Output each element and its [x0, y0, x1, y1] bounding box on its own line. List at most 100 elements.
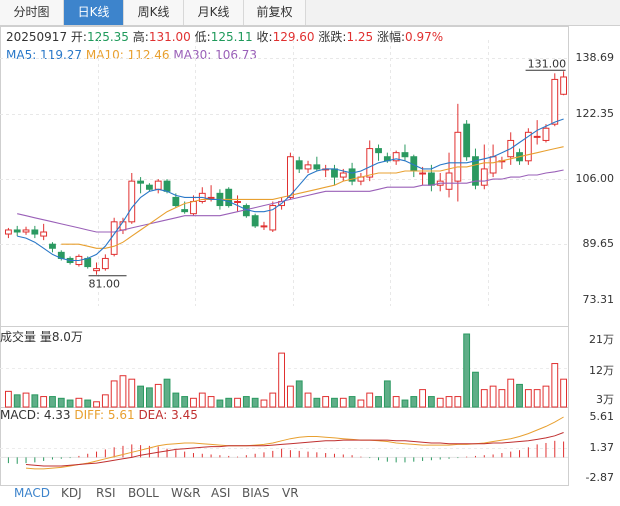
macd-tick: 1.37	[589, 441, 615, 454]
volume-bar	[31, 394, 39, 408]
volume-bar	[13, 394, 21, 408]
max-price-label: 131.00	[528, 57, 567, 70]
ma10-legend: MA10: 112.46	[85, 48, 170, 62]
indicator-vr[interactable]: VR	[282, 486, 299, 500]
volume-bar	[331, 397, 338, 408]
price-tick: 122.35	[575, 107, 615, 120]
volume-bar	[198, 392, 206, 408]
volume-bar	[22, 392, 30, 408]
price-tick: 106.00	[575, 172, 615, 185]
candle-body	[560, 76, 568, 95]
indicator-wr[interactable]: W&R	[171, 486, 201, 500]
candle-body	[392, 152, 400, 162]
volume-bar	[172, 392, 180, 408]
open-label: 开:	[70, 30, 87, 44]
low-value: 125.11	[210, 30, 253, 44]
candle-body	[110, 221, 118, 255]
tab-weekly-k[interactable]: 周K线	[124, 0, 184, 25]
volume-bar	[75, 397, 83, 408]
candle-body	[181, 209, 189, 213]
volume-bar	[489, 385, 497, 408]
tab-monthly-k[interactable]: 月K线	[184, 0, 244, 25]
candle-body	[463, 123, 471, 158]
min-price-label: 81.00	[89, 278, 121, 291]
volume-bar	[269, 392, 277, 408]
volume-bar	[66, 399, 74, 408]
macd-tick: -2.87	[585, 471, 614, 484]
indicator-boll[interactable]: BOLL	[128, 486, 159, 500]
volume-bar	[154, 383, 162, 408]
indicator-bias[interactable]: BIAS	[242, 486, 270, 500]
candle-body	[31, 229, 39, 235]
volume-bar	[84, 399, 92, 408]
candle-body	[542, 127, 550, 141]
candle-body	[172, 196, 180, 207]
indicator-macd[interactable]: MACD	[14, 486, 50, 500]
candle-body	[128, 180, 136, 223]
candle-body	[348, 168, 356, 182]
volume-bar	[410, 396, 418, 408]
open-value: 125.35	[86, 30, 129, 44]
candle-body	[375, 148, 382, 154]
volume-bar	[40, 396, 48, 408]
candle-body	[207, 196, 215, 199]
volume-bar	[383, 380, 391, 408]
volume-tick: 12万	[589, 364, 614, 377]
volume-bar	[524, 389, 532, 408]
candle-body	[533, 135, 541, 138]
volume-bar	[366, 392, 374, 408]
volume-bar	[445, 396, 453, 408]
volume-bar	[339, 397, 347, 408]
tab-timeshare[interactable]: 分时图	[0, 0, 64, 25]
candle-body	[445, 172, 453, 190]
candle-body	[427, 172, 435, 186]
indicator-rsi[interactable]: RSI	[96, 486, 116, 500]
volume-bar	[251, 397, 259, 408]
volume-label: 成交量 量8.0万	[0, 330, 83, 344]
candle-body	[4, 229, 12, 235]
close-value: 129.60	[272, 30, 315, 44]
candle-body	[260, 225, 268, 228]
candle-body	[40, 231, 48, 237]
volume-bar	[225, 397, 233, 408]
price-tick: 138.69	[575, 51, 615, 64]
volume-bar	[216, 399, 224, 408]
volume-tick: 21万	[589, 333, 614, 346]
pct-label: 涨幅:	[377, 30, 406, 44]
candle-body	[163, 180, 171, 192]
volume-bar	[242, 396, 250, 408]
volume-bar	[348, 396, 356, 408]
candle-body	[304, 164, 312, 170]
candle-body	[331, 168, 338, 178]
high-label: 高:	[132, 30, 149, 44]
candle-body	[286, 156, 294, 198]
volume-bar	[119, 375, 127, 408]
candle-body	[84, 257, 92, 268]
macd-tick: 5.61	[589, 410, 615, 423]
candle-body	[137, 180, 145, 184]
price-tick: 73.31	[582, 293, 615, 306]
volume-bar	[57, 397, 65, 408]
volume-bar	[427, 396, 435, 408]
volume-bar	[560, 378, 568, 408]
candle-body	[454, 131, 462, 182]
indicator-kdj[interactable]: KDJ	[61, 486, 82, 500]
volume-bar	[472, 371, 479, 408]
volume-bar	[145, 387, 153, 408]
change-label: 涨跌:	[318, 30, 347, 44]
candle-body	[489, 156, 497, 174]
tab-forward-adjusted[interactable]: 前复权	[244, 0, 306, 25]
indicator-asi[interactable]: ASI	[211, 486, 231, 500]
volume-bar	[278, 352, 286, 408]
candle-body	[22, 229, 30, 233]
volume-bar	[313, 397, 321, 408]
candle-body	[524, 131, 532, 162]
volume-bar	[454, 396, 462, 408]
volume-bar	[101, 394, 109, 408]
candle-body	[313, 164, 321, 170]
ma30-line	[17, 169, 564, 233]
tab-daily-k[interactable]: 日K线	[64, 0, 124, 25]
candle-body	[251, 215, 259, 227]
volume-bar	[322, 396, 330, 408]
